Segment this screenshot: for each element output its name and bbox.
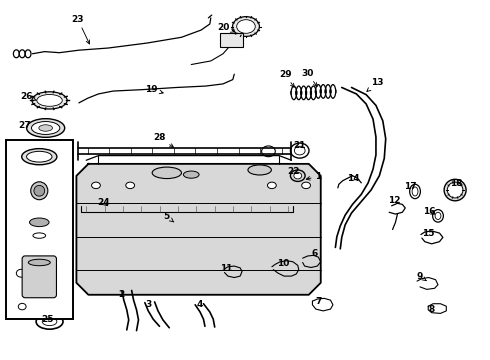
Ellipse shape	[29, 218, 49, 226]
Ellipse shape	[183, 171, 199, 178]
Ellipse shape	[435, 212, 441, 220]
Ellipse shape	[32, 92, 67, 109]
Text: 10: 10	[277, 259, 289, 268]
Ellipse shape	[237, 20, 255, 33]
Ellipse shape	[42, 318, 57, 325]
Ellipse shape	[412, 187, 418, 196]
Text: 4: 4	[197, 300, 203, 309]
Text: 2: 2	[119, 289, 125, 298]
Text: 25: 25	[41, 315, 53, 324]
Ellipse shape	[22, 149, 57, 165]
Text: 14: 14	[347, 174, 360, 183]
FancyBboxPatch shape	[22, 256, 56, 298]
Ellipse shape	[268, 182, 276, 189]
Text: 21: 21	[294, 141, 306, 150]
Text: 20: 20	[217, 23, 234, 32]
Text: 3: 3	[145, 300, 151, 309]
Ellipse shape	[447, 182, 463, 198]
Text: 26: 26	[20, 92, 36, 101]
Text: 16: 16	[423, 207, 436, 216]
Text: 11: 11	[220, 265, 233, 274]
Text: 28: 28	[153, 133, 173, 147]
Polygon shape	[76, 164, 321, 295]
Ellipse shape	[444, 179, 466, 201]
Text: 22: 22	[288, 167, 300, 176]
Text: 27: 27	[18, 121, 30, 130]
Bar	[220, 33, 243, 46]
Ellipse shape	[28, 259, 50, 266]
Text: 29: 29	[279, 70, 294, 87]
Text: 1: 1	[306, 172, 321, 181]
Ellipse shape	[248, 165, 271, 175]
Ellipse shape	[26, 151, 52, 162]
Text: 24: 24	[97, 198, 110, 207]
Ellipse shape	[294, 146, 305, 155]
Text: 12: 12	[388, 196, 400, 205]
Text: 18: 18	[450, 179, 463, 188]
Text: 19: 19	[145, 85, 163, 94]
Ellipse shape	[92, 182, 100, 189]
Ellipse shape	[26, 119, 65, 137]
Ellipse shape	[39, 125, 52, 131]
Ellipse shape	[31, 182, 48, 200]
Text: 30: 30	[301, 69, 317, 86]
Text: 23: 23	[72, 15, 90, 44]
Ellipse shape	[294, 172, 302, 179]
Text: 13: 13	[367, 78, 383, 91]
Ellipse shape	[37, 94, 62, 106]
Ellipse shape	[302, 182, 311, 189]
Ellipse shape	[152, 167, 181, 179]
Text: 7: 7	[315, 297, 321, 306]
Text: 6: 6	[311, 249, 318, 258]
Text: 15: 15	[422, 229, 435, 238]
Bar	[5, 140, 73, 319]
Text: 8: 8	[429, 305, 435, 314]
Text: 9: 9	[416, 271, 426, 281]
Ellipse shape	[126, 182, 135, 189]
Text: 17: 17	[404, 182, 416, 191]
Ellipse shape	[31, 122, 60, 134]
Text: 5: 5	[164, 212, 174, 222]
Ellipse shape	[34, 185, 45, 196]
Ellipse shape	[233, 17, 259, 36]
